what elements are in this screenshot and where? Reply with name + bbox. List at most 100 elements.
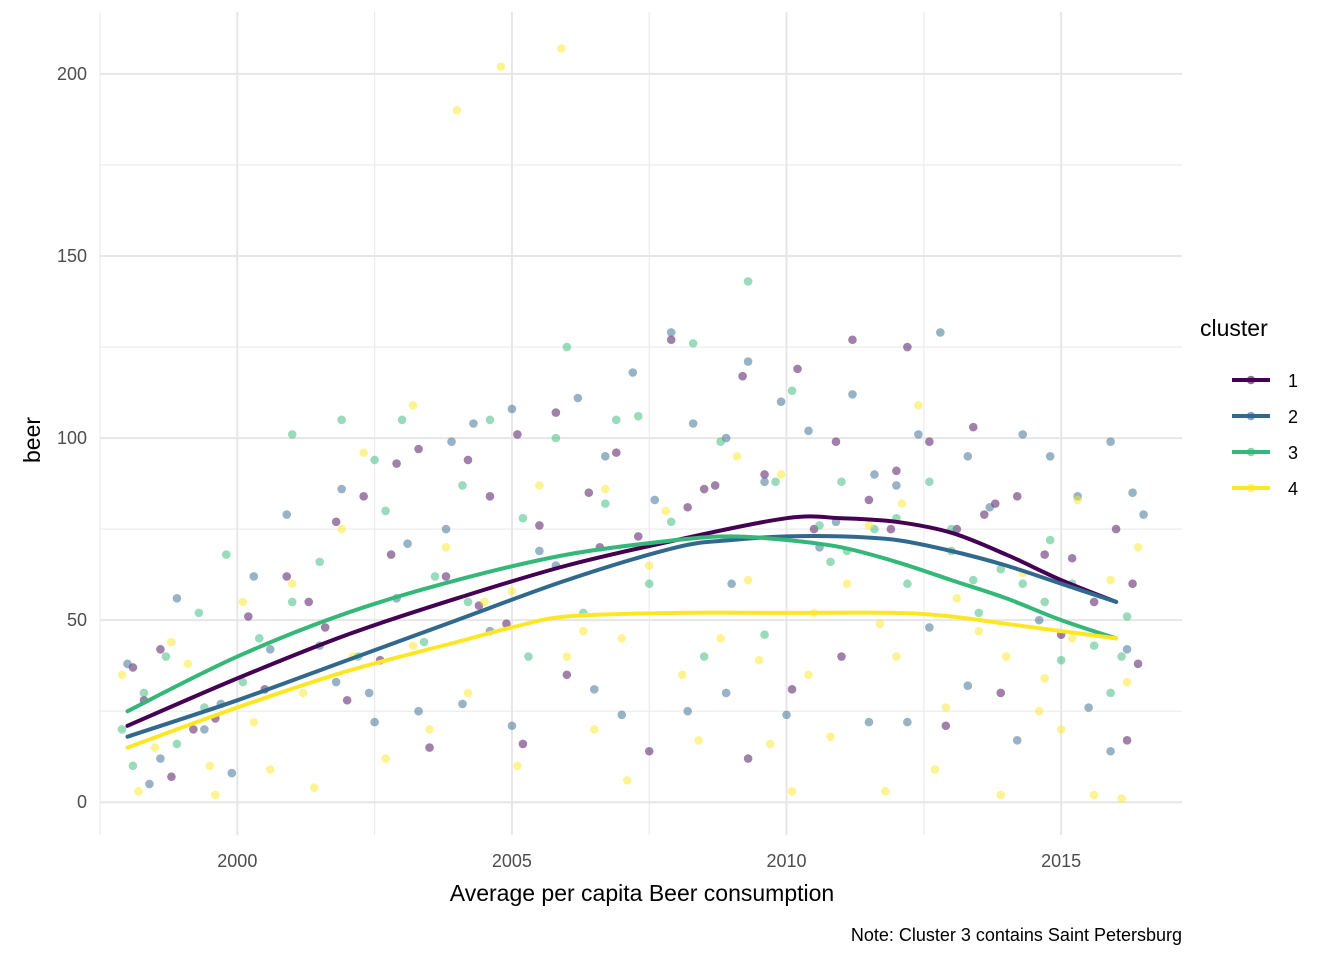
point-cluster-4-53 (941, 703, 951, 712)
point-cluster-2-58 (200, 725, 209, 734)
point-cluster-1-18 (666, 335, 676, 345)
point-cluster-4-17 (513, 761, 522, 771)
point-cluster-4-62 (408, 641, 418, 650)
y-tick-label-0: 0 (77, 792, 87, 812)
point-cluster-2-55 (331, 677, 341, 687)
x-axis-title: Average per capita Beer consumption (450, 880, 834, 906)
point-cluster-2-43 (963, 681, 973, 690)
point-cluster-1-47 (743, 754, 753, 763)
point-cluster-4-35 (881, 787, 890, 796)
point-cluster-3-18 (633, 411, 643, 421)
point-cluster-2-67 (441, 524, 451, 534)
point-cluster-2-46 (782, 710, 791, 720)
legend-label-4: 4 (1288, 479, 1298, 499)
point-cluster-1-10 (463, 455, 473, 465)
point-cluster-1-19 (683, 502, 692, 512)
point-cluster-2-1 (156, 754, 165, 763)
point-cluster-3-48 (524, 652, 533, 661)
point-cluster-1-56 (320, 623, 330, 632)
point-cluster-1-5 (331, 517, 341, 527)
point-cluster-2-21 (743, 357, 753, 366)
point-cluster-2-54 (370, 717, 379, 727)
point-cluster-3-21 (716, 437, 725, 447)
point-cluster-3-61 (1045, 535, 1055, 545)
point-cluster-2-7 (337, 484, 346, 494)
point-cluster-4-1 (134, 787, 143, 796)
point-cluster-2-53 (414, 706, 423, 716)
point-cluster-2-52 (458, 699, 467, 709)
point-cluster-1-60 (167, 772, 176, 782)
point-cluster-3-45 (699, 652, 709, 661)
point-cluster-1-20 (710, 481, 720, 490)
point-cluster-3-22 (743, 277, 753, 286)
legend-title: cluster (1200, 315, 1268, 341)
point-cluster-4-15 (480, 597, 489, 607)
point-cluster-3-55 (172, 739, 182, 749)
point-cluster-3-9 (370, 455, 379, 465)
point-cluster-4-12 (408, 400, 418, 410)
point-cluster-4-55 (804, 670, 813, 680)
point-cluster-3-20 (688, 339, 698, 348)
point-cluster-1-55 (342, 695, 352, 705)
point-cluster-1-45 (837, 652, 846, 661)
gridlines (99, 12, 1182, 835)
point-cluster-3-10 (397, 415, 407, 425)
point-cluster-2-26 (848, 390, 857, 399)
point-cluster-1-57 (282, 572, 292, 581)
point-cluster-2-48 (683, 706, 692, 716)
point-cluster-4-51 (1067, 634, 1077, 643)
point-cluster-3-1 (139, 688, 149, 698)
point-cluster-1-7 (392, 459, 401, 468)
point-cluster-3-57 (381, 506, 390, 516)
point-cluster-3-19 (666, 517, 676, 527)
point-cluster-4-69 (590, 725, 599, 734)
point-cluster-2-57 (227, 768, 237, 778)
point-cluster-2-49 (617, 710, 627, 720)
point-cluster-4-18 (535, 481, 544, 490)
point-cluster-4-71 (892, 652, 901, 661)
point-cluster-4-61 (463, 688, 473, 698)
point-cluster-3-17 (600, 499, 610, 508)
y-tick-label-4: 200 (57, 64, 87, 84)
point-cluster-1-15 (584, 488, 594, 497)
point-cluster-1-16 (611, 448, 621, 457)
point-cluster-2-56 (265, 644, 275, 654)
point-cluster-1-48 (644, 746, 654, 756)
point-cluster-4-54 (875, 619, 885, 629)
point-cluster-3-53 (238, 677, 248, 687)
point-cluster-4-0 (117, 670, 127, 680)
point-cluster-2-22 (760, 477, 769, 487)
point-cluster-4-50 (1122, 677, 1132, 687)
point-cluster-4-37 (914, 400, 923, 410)
point-cluster-2-24 (804, 426, 813, 436)
point-cluster-1-30 (925, 437, 934, 447)
point-cluster-3-34 (1040, 597, 1049, 607)
point-cluster-3-42 (903, 579, 912, 589)
point-cluster-3-40 (1056, 655, 1066, 665)
point-cluster-4-34 (864, 521, 874, 530)
point-cluster-2-65 (925, 623, 934, 632)
point-cluster-1-9 (441, 572, 451, 581)
point-cluster-4-46 (1089, 790, 1099, 800)
x-tick-label-3: 2015 (1041, 851, 1081, 871)
point-cluster-4-27 (732, 451, 742, 461)
point-cluster-3-23 (771, 477, 780, 487)
point-cluster-4-14 (452, 106, 462, 115)
point-cluster-1-35 (1040, 550, 1049, 559)
point-cluster-4-39 (952, 593, 962, 603)
point-cluster-1-34 (1012, 492, 1022, 501)
point-cluster-1-8 (414, 444, 423, 454)
legend-key-point-4 (1246, 483, 1256, 493)
point-cluster-2-39 (1122, 644, 1132, 654)
point-cluster-4-66 (205, 761, 215, 771)
point-cluster-3-33 (1018, 579, 1028, 589)
point-cluster-4-28 (754, 655, 764, 665)
point-cluster-2-28 (892, 481, 901, 490)
point-cluster-3-37 (1106, 688, 1115, 698)
point-cluster-4-44 (1056, 725, 1066, 734)
point-cluster-3-12 (458, 481, 467, 490)
point-cluster-2-31 (963, 451, 973, 461)
smooth-line-cluster-4 (125, 610, 1119, 750)
point-cluster-3-39 (1122, 612, 1132, 621)
